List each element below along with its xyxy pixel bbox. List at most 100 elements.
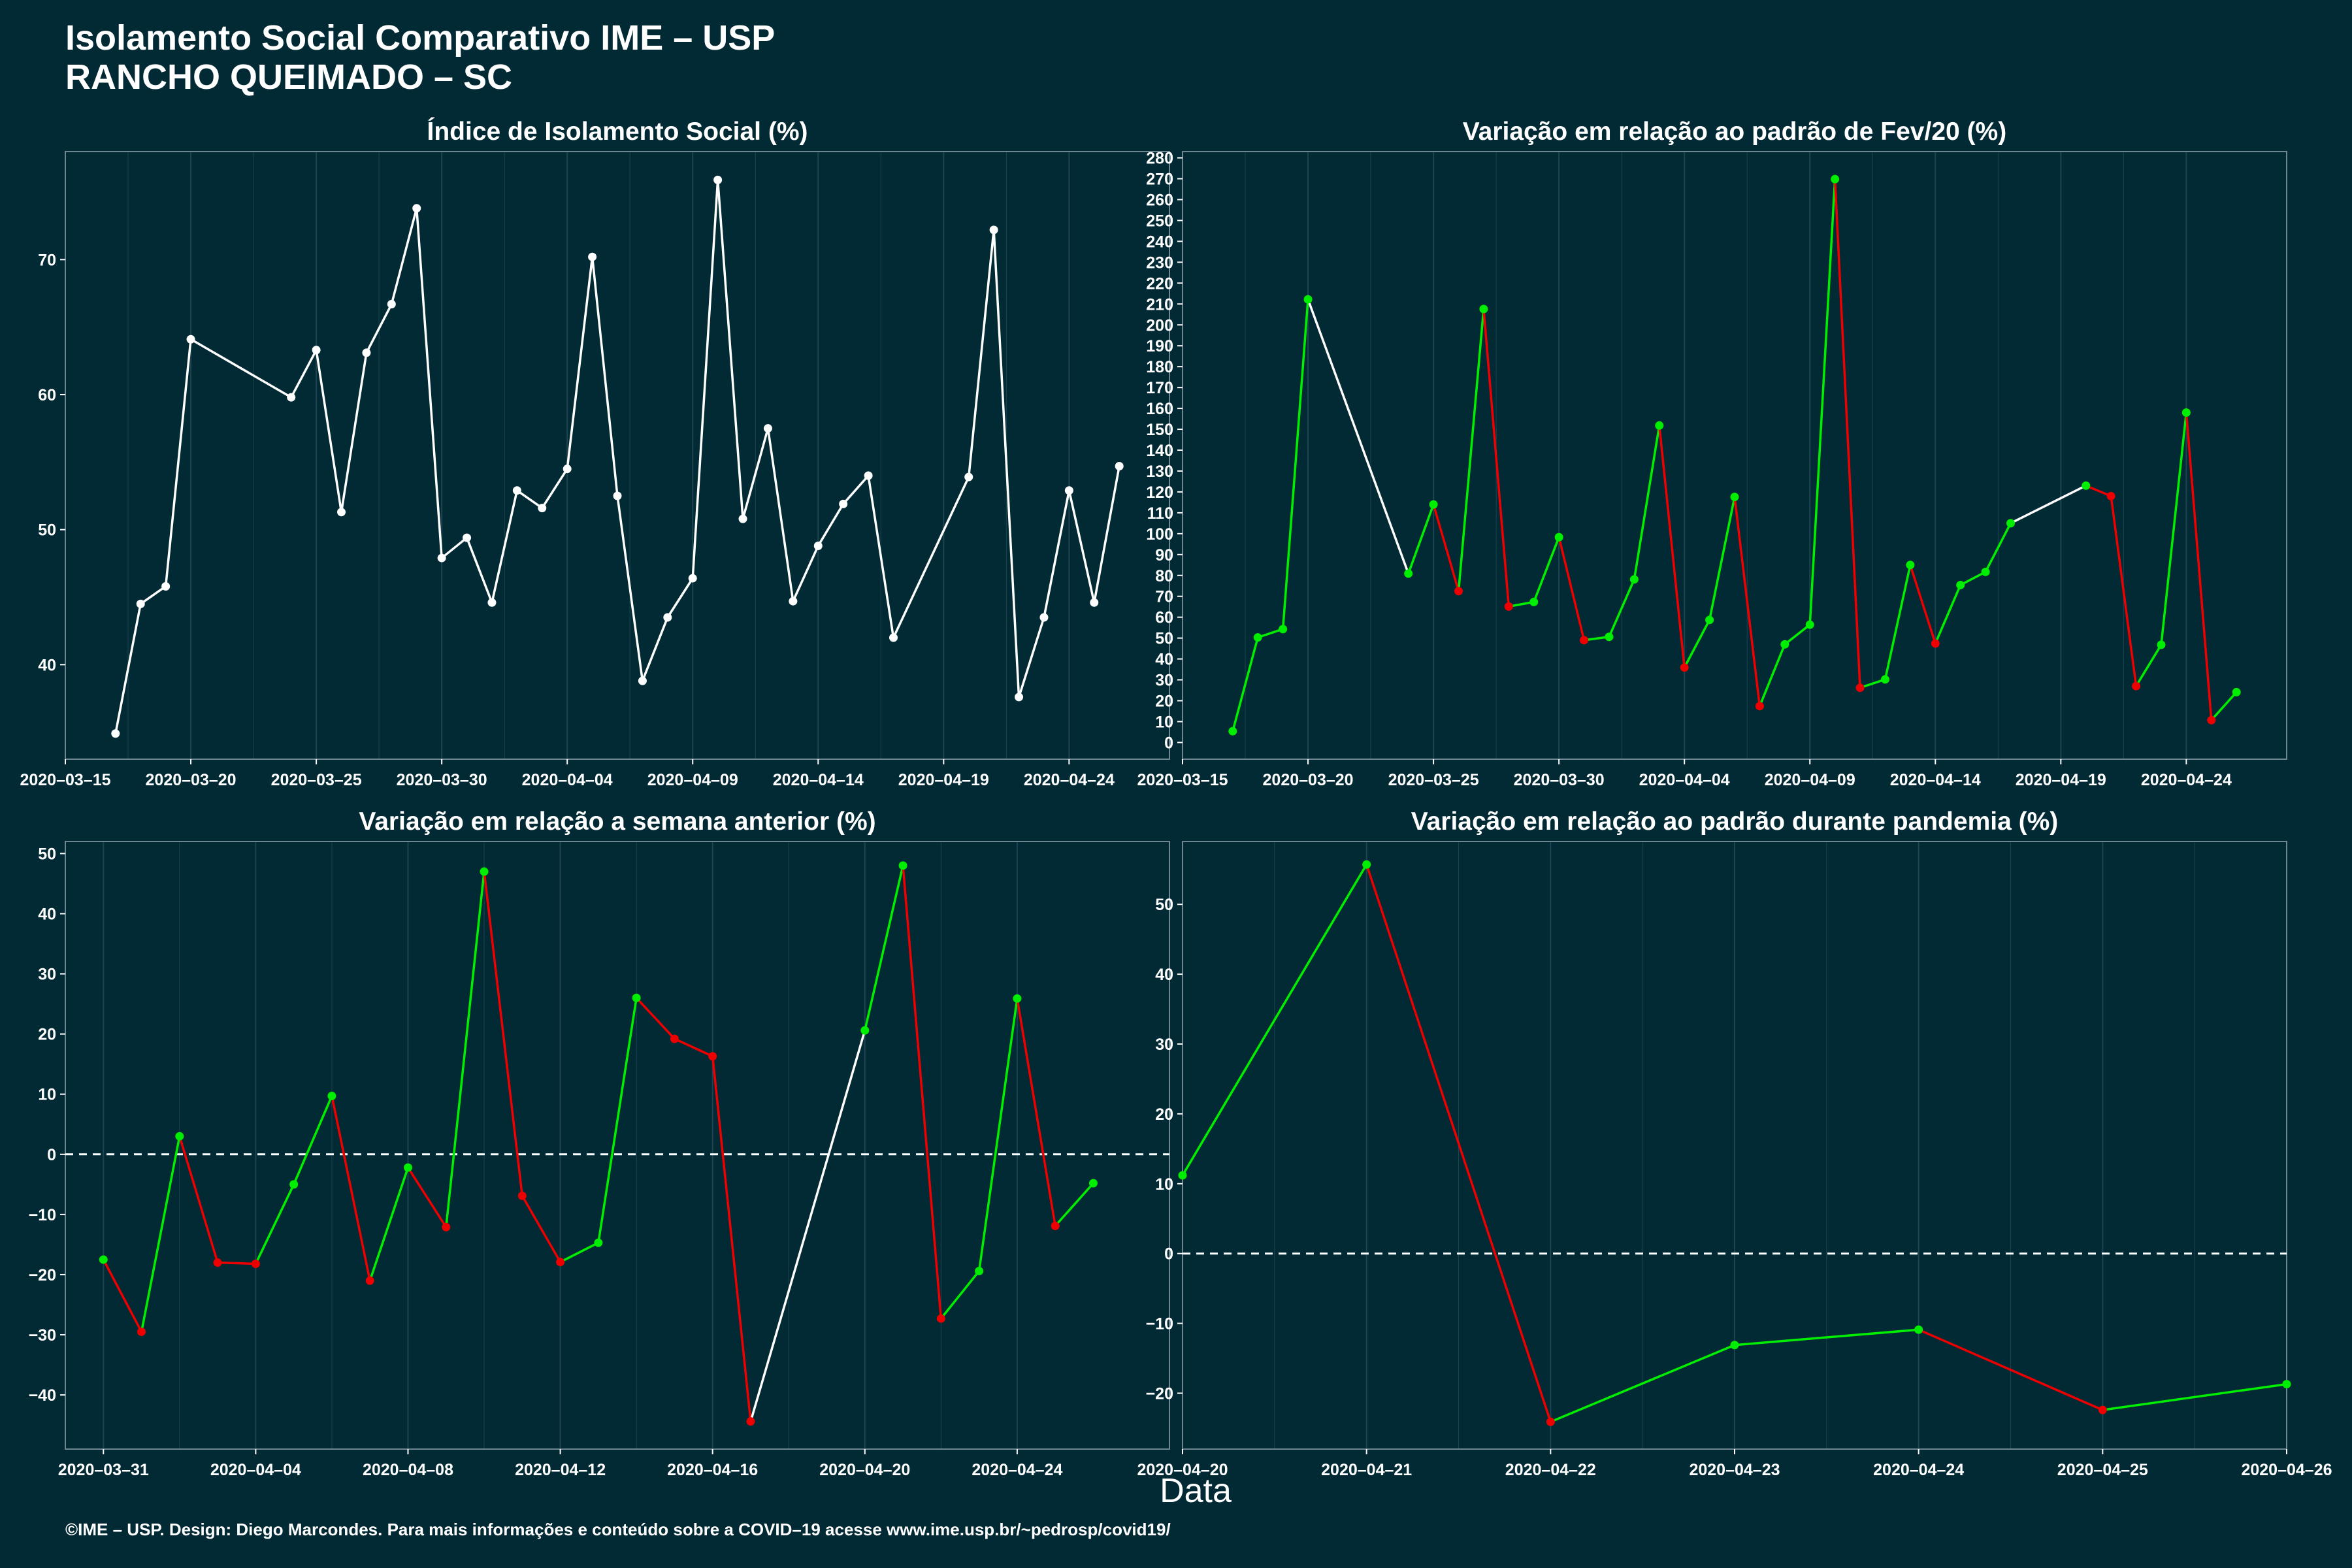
data-point [889, 633, 898, 642]
y-tick-label: 0 [1164, 1245, 1173, 1264]
y-tick-label: 210 [1146, 295, 1173, 314]
series-segment [1533, 536, 1560, 602]
data-point [2157, 640, 2166, 649]
data-point [1529, 597, 1539, 606]
series-segment [817, 503, 845, 547]
y-tick-label: 50 [38, 845, 56, 863]
x-tick-label: 2020–04–23 [1689, 1461, 1780, 1479]
data-point [161, 581, 171, 591]
series-segment [792, 545, 819, 602]
data-point [864, 471, 873, 480]
series-segment [867, 475, 895, 638]
series-segment [1068, 490, 1096, 603]
series-segment [1984, 523, 2012, 573]
y-tick-label: 10 [1155, 713, 1173, 731]
y-tick-label: 90 [1155, 546, 1173, 564]
x-tick-label: 2020–04–08 [363, 1461, 453, 1479]
footer-caption: ©IME – USP. Design: Diego Marcondes. Par… [65, 1520, 1171, 1539]
series-segment [616, 495, 644, 681]
series-segment [483, 871, 524, 1196]
data-point [2207, 715, 2216, 725]
y-tick-label: −20 [29, 1266, 56, 1284]
x-tick-label: 2020–04–16 [667, 1461, 758, 1479]
y-tick-label: 20 [38, 1026, 56, 1044]
data-point [2098, 1405, 2107, 1414]
data-point [2082, 481, 2091, 490]
series-segment [1365, 864, 1552, 1422]
series-segment [691, 180, 719, 579]
y-tick-label: 30 [1155, 672, 1173, 690]
series-segment [2210, 691, 2238, 721]
data-point [1429, 500, 1438, 509]
series-segment [178, 1135, 219, 1264]
series-segment [1043, 490, 1071, 618]
series-segment [521, 1195, 562, 1263]
x-tick-label: 2020–04–20 [1137, 1461, 1228, 1479]
panel-title: Variação em relação ao padrão durante pa… [1411, 808, 2059, 836]
series-segment [597, 998, 638, 1243]
x-axis-label: Data [1160, 1472, 1232, 1510]
data-point [1115, 462, 1124, 471]
x-tick-label: 2020–04–22 [1505, 1461, 1596, 1479]
x-tick-label: 2020–04–19 [898, 771, 989, 789]
x-tick-label: 2020–03–20 [1263, 771, 1354, 789]
series-segment [716, 180, 744, 519]
series-segment [254, 1184, 295, 1265]
data-point [588, 252, 597, 261]
y-tick-label: 170 [1146, 379, 1173, 397]
series-segment [293, 1095, 333, 1185]
data-point [517, 1191, 527, 1200]
x-tick-label: 2020–04–24 [1024, 771, 1115, 789]
figure-title: Isolamento Social Comparativo IME – USP … [65, 18, 775, 97]
series-segment [749, 1030, 866, 1422]
y-tick-label: 30 [1155, 1036, 1173, 1054]
data-point [556, 1258, 565, 1267]
series-segment [992, 229, 1021, 698]
y-tick-label: 190 [1146, 337, 1173, 355]
data-point [412, 204, 421, 213]
y-tick-label: −10 [29, 1206, 56, 1224]
x-tick-label: 2020–03–25 [271, 771, 362, 789]
y-tick-label: 240 [1146, 233, 1173, 251]
y-tick-label: 40 [38, 905, 56, 923]
data-point [327, 1091, 336, 1100]
x-tick-label: 2020–04–24 [1873, 1461, 1964, 1479]
data-point [1730, 493, 1739, 502]
x-tick-label: 2020–04–14 [1890, 771, 1981, 789]
data-point [1362, 860, 1371, 869]
series-segment [1432, 504, 1460, 592]
x-tick-label: 2020–04–04 [1639, 771, 1730, 789]
data-point [1479, 304, 1488, 314]
data-point [1064, 486, 1073, 495]
x-tick-label: 2020–04–21 [1321, 1461, 1412, 1479]
series-segment [1683, 619, 1711, 668]
data-point [975, 1266, 984, 1275]
x-tick-label: 2020–04–04 [210, 1461, 301, 1479]
title-line-1: Isolamento Social Comparativo IME – USP [65, 18, 776, 57]
series-segment [190, 338, 292, 399]
y-tick-label: 0 [1164, 734, 1173, 752]
data-point [1831, 174, 1840, 184]
data-point [186, 335, 195, 344]
y-tick-label: −40 [29, 1386, 56, 1405]
series-segment [1093, 466, 1120, 603]
y-tick-label: 220 [1146, 274, 1173, 293]
series-segment [1758, 644, 1786, 707]
series-segment [1509, 600, 1535, 608]
data-point [512, 486, 521, 495]
series-segment [218, 1261, 256, 1266]
y-tick-label: 150 [1146, 421, 1173, 439]
series-segment [766, 428, 794, 602]
data-point [839, 499, 848, 508]
y-tick-label: 50 [1155, 896, 1173, 914]
y-tick-label: 80 [1155, 567, 1173, 585]
series-segment [864, 865, 904, 1031]
data-point [1546, 1417, 1555, 1426]
series-segment [445, 871, 485, 1228]
series-segment [1808, 179, 1837, 625]
series-segment [140, 1135, 181, 1332]
data-point [613, 491, 622, 500]
data-point [1554, 532, 1563, 542]
series-segment [1017, 617, 1045, 698]
data-point [936, 1314, 945, 1323]
